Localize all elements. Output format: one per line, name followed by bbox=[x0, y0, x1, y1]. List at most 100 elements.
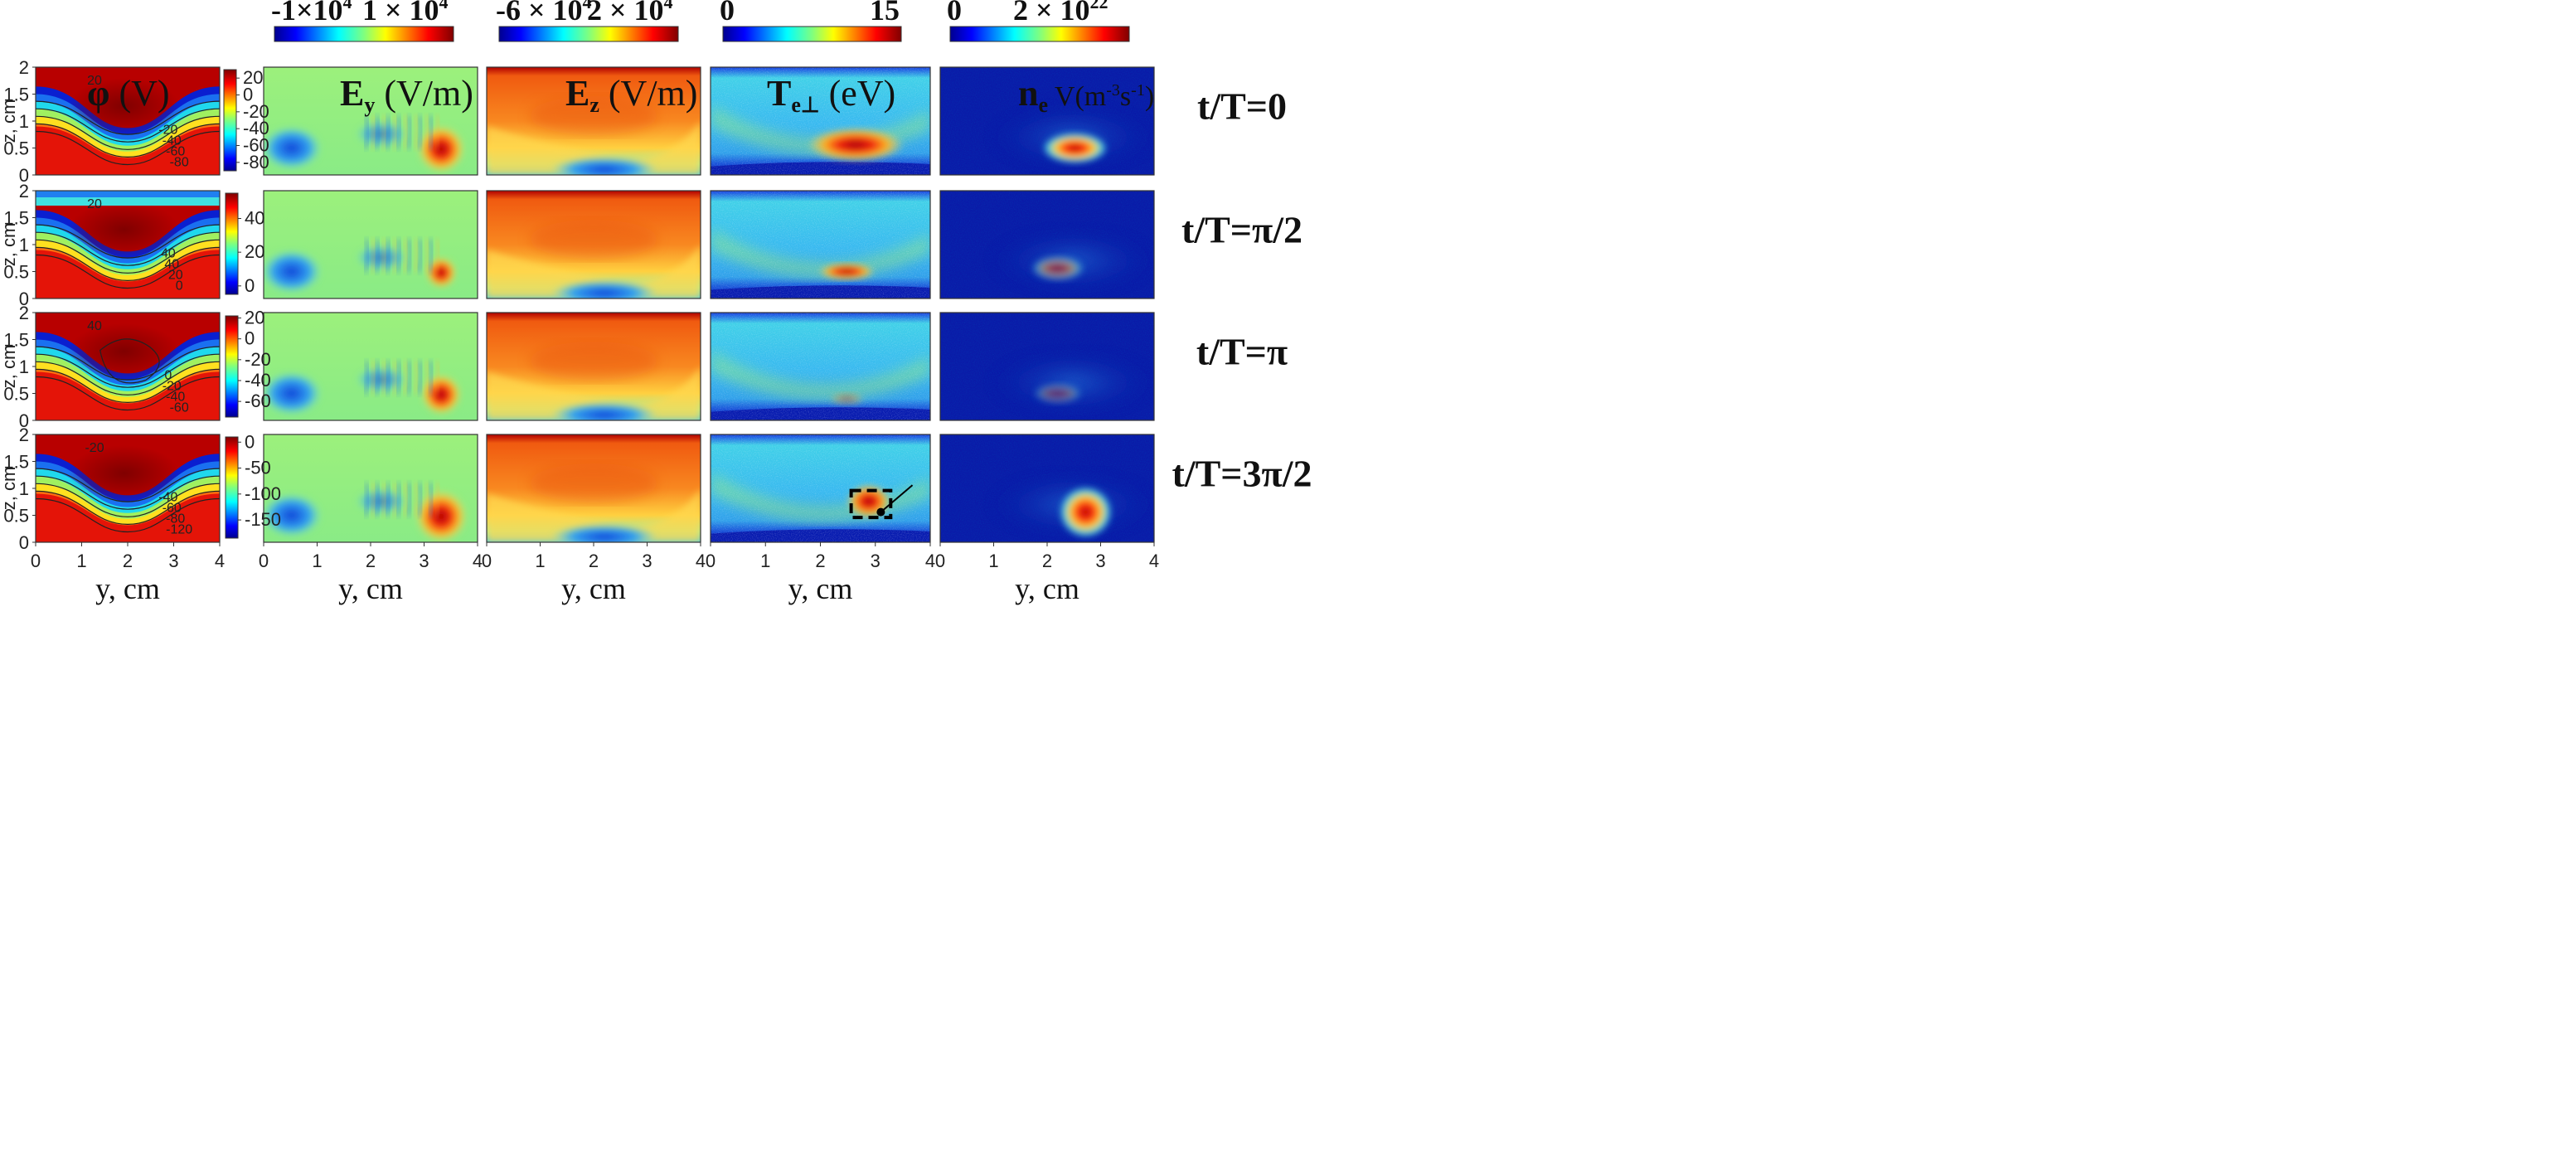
phi-colorbar-tick: -60 bbox=[245, 391, 271, 411]
x-tick-label: 1 bbox=[76, 551, 86, 571]
y-tick-label: 2 bbox=[19, 57, 29, 78]
contour-label: 0 bbox=[164, 369, 172, 383]
panel-r3-c2 bbox=[486, 434, 701, 543]
y-tick-label: 1.5 bbox=[3, 330, 29, 351]
phi-colorbar-tick: -100 bbox=[245, 483, 281, 504]
y-axis: 0 0.5 1 1.5 2 z, cm bbox=[0, 425, 36, 553]
y-axis-label: z, cm bbox=[0, 99, 19, 143]
row-label: t/T=0 bbox=[1197, 85, 1287, 127]
y-tick-label: 2 bbox=[19, 181, 29, 201]
y-tick-label: 0.5 bbox=[3, 262, 29, 283]
contour-label: 40 bbox=[164, 258, 179, 272]
panel-field bbox=[940, 191, 1154, 298]
x-axis-label: y, cm bbox=[561, 572, 626, 605]
panel-frame bbox=[939, 190, 1155, 299]
contour-line bbox=[36, 108, 220, 143]
panel-frame bbox=[486, 190, 701, 299]
contour-line bbox=[36, 368, 220, 404]
panel-r0-c4 bbox=[939, 66, 1155, 176]
panel-field bbox=[711, 191, 930, 298]
probe-arrow bbox=[880, 484, 914, 513]
panel-r1-c3 bbox=[710, 190, 931, 299]
phi-colorbar-3: 0 -50 -100 -150 bbox=[225, 431, 281, 539]
x-axis-label: y, cm bbox=[338, 572, 403, 605]
y-tick-label: 2 bbox=[19, 425, 29, 445]
contour-line bbox=[36, 123, 220, 158]
panel-field bbox=[940, 434, 1154, 542]
column-title: Te⊥ (eV) bbox=[767, 73, 895, 117]
panel-r2-c1 bbox=[263, 312, 478, 421]
contour-label: -60 bbox=[163, 502, 182, 516]
x-tick-label: 3 bbox=[871, 551, 880, 571]
y-tick-label: 0 bbox=[19, 532, 29, 553]
colorbar-min-label: -1×104 bbox=[271, 0, 352, 27]
column-title: ne V(m-3s-1) bbox=[1018, 73, 1154, 117]
panel-field bbox=[264, 67, 478, 175]
panel-r3-c1 bbox=[263, 434, 478, 543]
panel-field bbox=[940, 67, 1154, 175]
contour-label: -40 bbox=[166, 391, 185, 405]
panel-r1-c1 bbox=[263, 190, 478, 299]
panel-field bbox=[264, 313, 478, 420]
x-axis: 0 1 2 3 4 y, cm bbox=[706, 542, 935, 605]
x-tick-label: 3 bbox=[1095, 551, 1105, 571]
y-tick-label: 0.5 bbox=[3, 384, 29, 405]
phi-colorbar-tick: 0 bbox=[245, 275, 255, 296]
panel-r1-c4 bbox=[939, 190, 1155, 299]
y-tick-label: 0.5 bbox=[3, 506, 29, 526]
phi-colorbar-tick: -50 bbox=[245, 458, 271, 478]
contour-line bbox=[36, 353, 220, 388]
panel-r0-c3 bbox=[710, 66, 931, 176]
x-tick-label: 4 bbox=[1149, 551, 1159, 571]
y-tick-label: 1.5 bbox=[3, 208, 29, 229]
panel-r3-c0: -20 -40-60-80-120 bbox=[35, 434, 221, 543]
phi-colorbar-tick: 0 bbox=[245, 431, 255, 452]
panel-frame bbox=[710, 312, 931, 421]
y-axis-label: z, cm bbox=[0, 223, 19, 267]
panel-r2-c4 bbox=[939, 312, 1155, 421]
x-tick-label: 1 bbox=[988, 551, 998, 571]
phi-colorbar-tick: -40 bbox=[243, 118, 269, 138]
panel-r0-c1 bbox=[263, 66, 478, 176]
y-axis: 0 0.5 1 1.5 2 z, cm bbox=[0, 303, 36, 431]
phi-colorbar-tick: 20 bbox=[243, 67, 263, 88]
panel-field bbox=[940, 313, 1154, 420]
panel-field bbox=[487, 313, 701, 420]
panel-field bbox=[487, 191, 701, 298]
colorbar-min-label: 0 bbox=[720, 0, 735, 27]
y-tick-label: 0 bbox=[19, 165, 29, 186]
x-tick-label: 0 bbox=[259, 551, 269, 571]
colorbar-top-rect bbox=[274, 26, 454, 42]
colorbar-max-label: 2 × 1022 bbox=[1013, 0, 1109, 27]
panel-frame bbox=[263, 312, 478, 421]
x-axis: 0 1 2 3 4 y, cm bbox=[935, 542, 1159, 605]
contour-label: -20 bbox=[158, 124, 177, 138]
x-tick-label: 4 bbox=[696, 551, 706, 571]
contour-line bbox=[36, 483, 220, 517]
panel-frame bbox=[486, 66, 701, 176]
contour-label: -60 bbox=[166, 145, 185, 159]
phi-colorbar-tick: 40 bbox=[245, 208, 264, 229]
y-axis-label: z, cm bbox=[0, 467, 19, 511]
panel-field bbox=[711, 434, 930, 542]
phi-colorbar-rect bbox=[225, 436, 239, 539]
phi-colorbar-tick: 20 bbox=[245, 308, 264, 328]
phi-colorbar-tick: 0 bbox=[245, 328, 255, 349]
column-title: Ey (V/m) bbox=[340, 73, 473, 117]
colorbar-top-rect bbox=[722, 26, 902, 42]
x-tick-label: 2 bbox=[123, 551, 133, 571]
panel-r1-c2 bbox=[486, 190, 701, 299]
panel-frame bbox=[939, 312, 1155, 421]
x-tick-label: 2 bbox=[366, 551, 376, 571]
panel-frame bbox=[263, 190, 478, 299]
panel-r3-c4 bbox=[939, 434, 1155, 543]
colorbar-min-label: -6 × 104 bbox=[496, 0, 592, 27]
contour-line bbox=[36, 224, 220, 259]
phi-colorbar-rect bbox=[225, 192, 239, 295]
panel-r0-c0: 20 -20-40-60-80 bbox=[35, 66, 221, 176]
column-title: φ (V) bbox=[87, 73, 170, 114]
phi-colorbar-0: 200-20-40-60-80 bbox=[223, 67, 269, 172]
